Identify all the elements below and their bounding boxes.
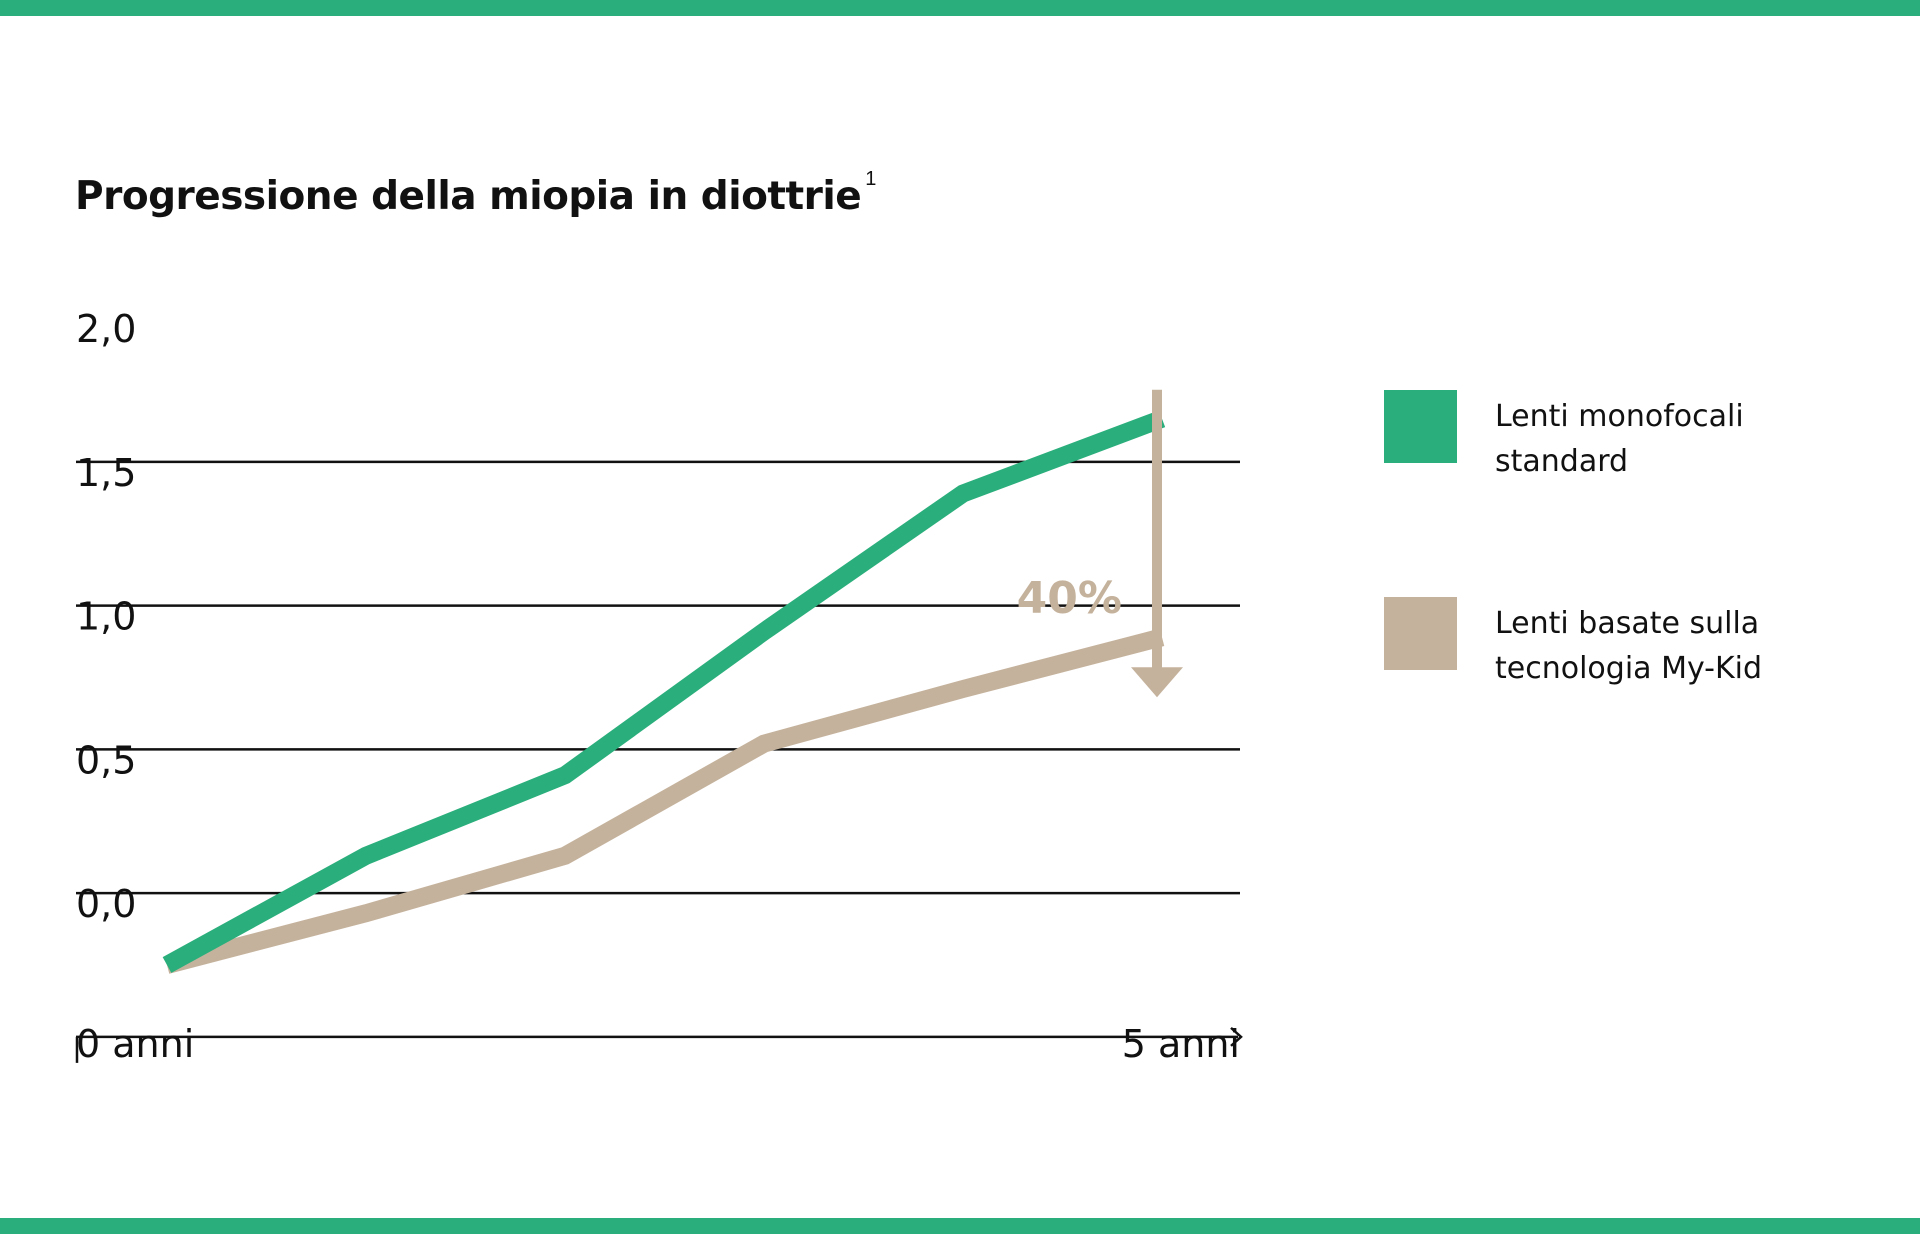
reduction-arrowhead [1131,667,1183,698]
reduction-percentage-label: 40% [1017,573,1122,624]
x-tick-label: 5 anni [1122,1022,1240,1066]
title-footnote-marker: 1 [865,168,876,190]
top-accent-band [0,0,1920,16]
legend-swatch-my-kid [1384,597,1457,670]
bottom-accent-band [0,1218,1920,1234]
y-tick-label: 1,5 [76,451,136,495]
y-tick-label: 0,5 [76,738,136,782]
legend-label-my-kid: Lenti basate sulla tecnologia My-Kid [1495,606,1763,686]
y-tick-label: 2,0 [76,307,136,351]
y-tick-label: 1,0 [76,595,136,639]
y-tick-label: 0,0 [76,882,136,926]
x-axis-arrowhead [1230,1026,1243,1047]
chart-title: Progressione della miopia in diottrie 1 [75,168,876,219]
legend-label-standard: Lenti monofocali standard [1495,399,1744,479]
series-line-standard [162,410,1166,973]
series-line-my-kid [164,628,1165,974]
x-tick-label: 0 anni [76,1022,194,1066]
legend-swatch-standard [1384,390,1457,463]
